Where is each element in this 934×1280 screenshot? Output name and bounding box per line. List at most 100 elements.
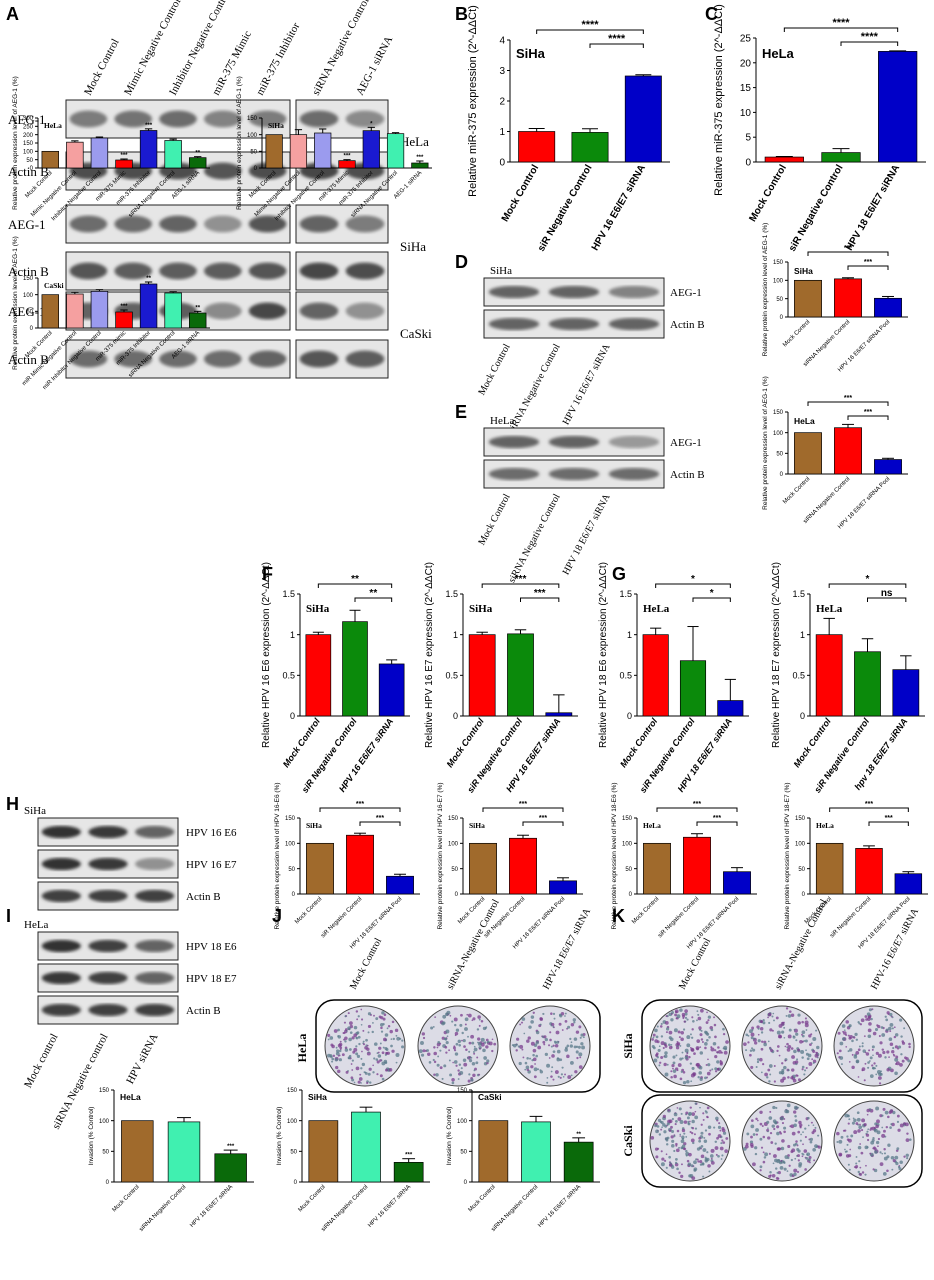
bar-mir-mimic-negative-control xyxy=(66,293,84,329)
band xyxy=(114,350,153,368)
blot-row-label: Actin B xyxy=(186,891,221,903)
blot-row-label: HPV 18 E6 xyxy=(186,941,237,953)
bracket-label: ns xyxy=(881,588,893,599)
bar-mock-control xyxy=(469,842,497,895)
blot-row-label: Actin B xyxy=(670,469,705,481)
bracket-label: *** xyxy=(356,801,364,808)
y-tick-label: 0 xyxy=(290,711,295,721)
blot-row-label: HPV 18 E7 xyxy=(186,973,237,985)
significance-label: *** xyxy=(343,154,351,160)
chart-g2: 0 0.5 1 1.5 Relative HPV 18 E7 expression (2… xyxy=(771,562,925,795)
significance-bracket xyxy=(868,821,909,826)
bar-mock-control xyxy=(815,634,843,717)
y-tick-label: 50 xyxy=(460,1149,467,1155)
blot-lane-label: HPV 16 E6/E7 siRNA xyxy=(561,342,613,427)
y-axis-label: Relative HPV 18 E6 expression (2^-ΔΔCt) xyxy=(598,562,609,748)
bracket-label: ** xyxy=(369,588,377,599)
chart-cell-label: CaSki xyxy=(478,1092,502,1102)
bar-sirna-negative-control xyxy=(521,1121,551,1183)
bracket-label: * xyxy=(691,574,695,585)
bracket-label: **** xyxy=(861,31,879,43)
y-tick-label: 20 xyxy=(740,58,752,69)
bar-mir-375-inhibitor xyxy=(139,283,158,329)
blot-row-label: AEG-1 xyxy=(8,304,46,319)
y-tick-label: 15 xyxy=(740,83,752,94)
y-tick-label: 50 xyxy=(250,149,257,155)
bracket-label: *** xyxy=(539,815,547,822)
bar-mock-control xyxy=(643,842,671,895)
band xyxy=(114,215,153,233)
x-tick-label: HPV 18 E6/E7 siRNA xyxy=(844,163,902,253)
y-tick-label: 0 xyxy=(499,158,505,169)
band xyxy=(159,215,197,233)
y-tick-label: 1 xyxy=(499,127,505,138)
significance-label: *** xyxy=(405,1153,413,1159)
band xyxy=(88,825,128,839)
western-blots: AEG-1 HeLa Actin B AEG-1 SiHa Actin B AEG-1 CaS… xyxy=(8,0,705,1131)
y-tick-label: 50 xyxy=(625,867,632,873)
y-tick-label: 0 xyxy=(464,1180,468,1186)
plate-cell-label: CaSki xyxy=(621,1125,635,1157)
blot-row-label: AEG-1 xyxy=(670,287,702,299)
band xyxy=(608,285,660,299)
band xyxy=(248,110,287,128)
chart-cell-label: CaSki xyxy=(44,281,64,290)
blot-row-label: Actin B xyxy=(186,1005,221,1017)
bar-aeg-1-sirna xyxy=(189,157,207,169)
blot-lane-label: miR-375 Mimic xyxy=(210,29,254,98)
significance-label: ** xyxy=(195,151,200,157)
band xyxy=(203,262,242,280)
significance-bracket xyxy=(482,807,564,812)
chart-cell-label: SiHa xyxy=(794,266,813,276)
bar-mock-control xyxy=(478,1120,509,1183)
y-tick-label: 150 xyxy=(795,816,806,822)
bar-hpv-18-e6-e7-sirna xyxy=(878,51,918,163)
chart-cell-label: HeLa xyxy=(816,821,834,830)
y-axis-label: Relative protein expression level of AEG… xyxy=(12,236,19,370)
y-tick-label: 1 xyxy=(290,630,295,640)
y-tick-label: 0 xyxy=(294,1180,298,1186)
blot-row-label: AEG-1 xyxy=(670,437,702,449)
chart-l3: 0 50 100 150 Invasion (% Control) CaSki Mock C… xyxy=(446,1088,600,1233)
x-tick-label: siRNA Negative Control xyxy=(139,1184,188,1233)
bar-inhibitor-negative-control xyxy=(90,137,109,169)
chart-h3: 0 50 100 150 Relative protein expression lev… xyxy=(611,782,757,950)
band xyxy=(69,215,108,233)
bar-sir-negative-control xyxy=(821,152,861,163)
bar-sir-negative-control xyxy=(507,633,534,717)
y-tick-label: 1.5 xyxy=(445,589,458,599)
band xyxy=(159,350,197,368)
band xyxy=(88,889,128,903)
y-tick-label: 150 xyxy=(23,141,34,147)
y-tick-label: 50 xyxy=(776,451,783,457)
blot-lane-label: miR-375 Inhibitor xyxy=(254,21,302,98)
chart-cell-label: SiHa xyxy=(469,821,485,830)
bar-sirna-negative-control xyxy=(386,133,405,169)
chart-cell-label: SiHa xyxy=(469,603,493,615)
bracket-label: *** xyxy=(844,245,852,252)
band xyxy=(41,939,81,953)
bar-mimic-negative-control xyxy=(66,141,84,169)
invasion-well xyxy=(833,1100,915,1182)
x-tick-label: Mock Control xyxy=(281,716,322,769)
bar-mir-375-mimic xyxy=(115,159,133,169)
band xyxy=(548,285,600,299)
band xyxy=(69,110,108,128)
panel-letter-h: H xyxy=(6,794,19,814)
plate-cell-label: HeLa xyxy=(295,1034,309,1063)
bar-mock-control xyxy=(815,842,844,895)
band xyxy=(248,262,287,280)
y-tick-label: 50 xyxy=(26,309,33,315)
bar-mir-375-mimic xyxy=(115,311,133,329)
blot-lane-label: siRNA Negative control xyxy=(50,1032,111,1132)
blot-lane-label: siRNA Negative Control xyxy=(507,492,563,585)
y-tick-label: 100 xyxy=(795,841,806,847)
y-tick-label: 0 xyxy=(292,892,296,898)
y-tick-label: 100 xyxy=(287,1119,298,1125)
band xyxy=(548,317,600,331)
bar-mir-375-mimic xyxy=(338,160,356,169)
invasion-well xyxy=(833,1005,915,1087)
x-tick-label: siRNA Negative Control xyxy=(803,476,852,525)
